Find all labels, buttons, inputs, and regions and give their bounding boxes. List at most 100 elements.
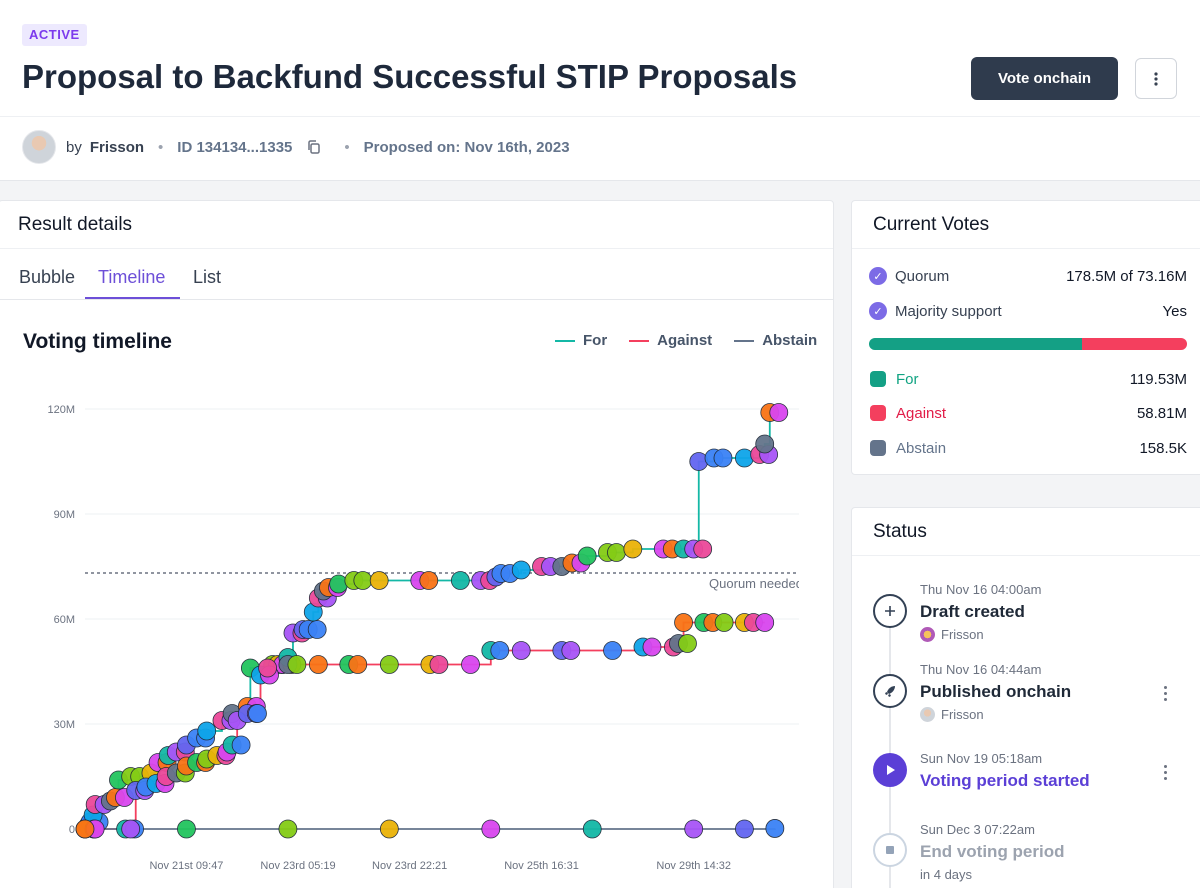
step-more-icon[interactable] [1162,765,1168,780]
status-panel: Status Thu Nov 16 04:00am Draft created … [851,507,1200,888]
step-name: End voting period [920,842,1065,861]
against-value: 58.81M [1136,404,1187,422]
y-tick-label: 0 [69,824,75,836]
voter-bubble [678,634,697,653]
separator-dot: • [158,138,164,156]
voter-bubble [419,571,439,590]
more-vertical-icon [1154,71,1158,86]
step-more-icon[interactable] [1162,686,1168,701]
x-tick-label: Nov 29th 14:32 [656,860,731,872]
chart-title: Voting timeline [23,330,172,353]
quorum-value: 178.5M of 73.16M [1066,267,1187,285]
voter-bubble [287,655,307,674]
result-tabs: Bubble Timeline List [0,249,833,300]
abstain-value: 158.5K [1139,439,1187,457]
proposed-date: Proposed on: Nov 16th, 2023 [363,138,570,156]
for-value: 119.53M [1129,370,1187,388]
series-line-abstain [85,828,776,830]
current-votes-panel: Current Votes ✓ Quorum 178.5M of 73.16M … [851,200,1200,475]
step-author-name: Frisson [941,707,984,722]
voter-bubble [607,543,626,562]
vote-onchain-button[interactable]: Vote onchain [971,57,1118,100]
step-name: Published onchain [920,682,1072,701]
voter-bubble [481,819,501,839]
voter-bubble [713,448,733,468]
step-name: Draft created [920,602,1025,621]
voter-bubble [577,546,597,566]
voter-bubble [121,819,141,839]
copy-icon[interactable] [306,139,322,155]
voter-bubble [714,613,734,632]
voter-bubble [674,613,693,632]
step-time: Thu Nov 16 04:00am [920,582,1042,597]
author-avatar [920,627,935,642]
voter-bubble [765,819,785,838]
majority-row: ✓ Majority support Yes [869,299,1187,323]
voter-bubble [561,641,581,660]
y-tick-label: 90M [54,509,75,521]
rocket-icon [873,674,907,708]
voter-bubble [461,655,480,674]
voter-bubble [307,620,327,639]
step-subtext: in 4 days [920,867,972,882]
voter-bubble [755,434,775,454]
legend-against-swatch [629,339,650,342]
divider [852,555,1200,556]
tab-timeline[interactable]: Timeline [98,267,166,287]
step-time: Sun Dec 3 07:22am [920,822,1035,837]
x-tick-label: Nov 23rd 05:19 [260,860,335,872]
voter-bubble [258,658,278,678]
against-row: Against 58.81M [869,401,1187,425]
tab-list[interactable]: List [193,267,222,287]
voter-bubble [348,655,368,674]
tab-bubble[interactable]: Bubble [19,267,76,287]
legend-for: For [583,332,608,349]
abstain-label: Abstain [896,439,947,457]
voter-bubble [379,819,399,839]
legend-abstain: Abstain [762,332,818,349]
current-votes-title: Current Votes [873,214,990,235]
by-label: by [66,138,82,156]
page-title: Proposal to Backfund Successful STIP Pro… [22,58,798,95]
majority-value: Yes [1162,302,1187,320]
separator-dot: • [344,138,350,156]
status-title: Status [873,521,927,542]
plus-icon [873,594,907,628]
x-tick-label: Nov 23rd 22:21 [372,860,447,872]
voter-bubble [511,641,531,660]
voter-bubble [582,819,602,839]
timeline-line [889,612,891,888]
proposal-id: ID 134134...1335 [177,138,293,156]
stop-icon [873,833,907,867]
vote-distribution-bar [869,338,1187,350]
voter-bubble [278,819,298,839]
bar-against-segment [1081,338,1187,350]
y-tick-label: 60M [54,614,75,626]
voter-bubble [369,571,389,590]
step-author: Frisson [920,707,984,722]
x-tick-label: Nov 21st 09:47 [149,860,223,872]
abstain-swatch [870,440,886,456]
result-details-title: Result details [18,214,133,235]
voting-timeline-chart: 0 30M 60M 90M 120M Nov 21st 09:47 Nov 23rd 05:… [47,403,799,872]
voter-bubble [248,704,267,723]
voter-bubble [642,637,662,657]
bar-for-segment [869,338,1082,350]
check-icon: ✓ [869,267,887,285]
voter-bubble [75,819,95,839]
voter-bubble [429,655,449,674]
voter-bubble [490,641,510,660]
voter-bubble [308,655,328,674]
voter-bubble [603,641,622,660]
author-name[interactable]: Frisson [89,138,145,156]
voter-bubble [623,539,643,559]
more-options-button[interactable] [1135,58,1177,99]
abstain-row: Abstain 158.5K [869,436,1187,460]
legend: For Against Abstain [555,332,817,349]
quorum-row: ✓ Quorum 178.5M of 73.16M [869,264,1187,288]
voter-bubble [511,560,531,580]
legend-abstain-swatch [734,339,755,342]
voter-bubble [693,539,713,559]
voter-bubble [735,819,754,839]
voter-bubble [755,613,775,632]
